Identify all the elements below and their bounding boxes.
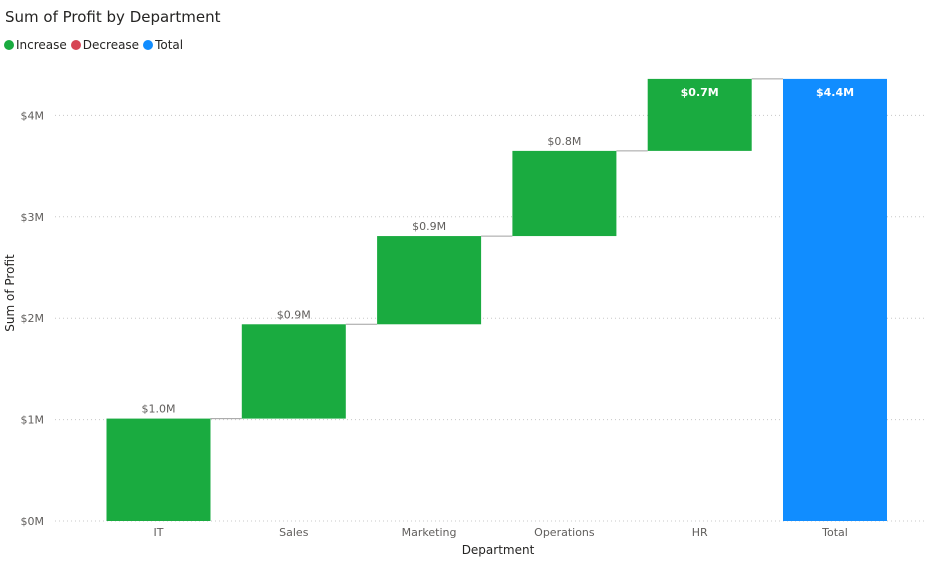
data-label-operations: $0.8M xyxy=(547,135,581,148)
y-axis-title: Sum of Profit xyxy=(3,254,17,332)
legend-marker-total xyxy=(143,40,154,50)
x-tick-label: HR xyxy=(692,526,708,539)
x-axis: IT Sales Marketing Operations HR Total xyxy=(154,526,848,539)
legend-item-total[interactable]: Total xyxy=(143,38,183,52)
bar-marketing[interactable] xyxy=(377,236,482,325)
x-tick-label: IT xyxy=(154,526,164,539)
y-axis: $0M $1M $2M $3M $4M xyxy=(21,109,45,528)
data-label-marketing: $0.9M xyxy=(412,220,446,233)
x-axis-title: Department xyxy=(462,543,535,557)
x-tick-label: Marketing xyxy=(402,526,457,539)
y-tick-label: $1M xyxy=(21,414,45,427)
x-tick-label: Operations xyxy=(534,526,595,539)
legend-label-increase: Increase xyxy=(16,38,67,52)
bar-operations[interactable] xyxy=(512,150,617,237)
legend: Increase Decrease Total xyxy=(4,38,187,52)
bar-it[interactable] xyxy=(106,418,211,521)
y-tick-label: $0M xyxy=(21,515,45,528)
data-labels: $1.0M $0.9M $0.9M $0.8M $0.7M $4.4M xyxy=(142,86,855,416)
bar-hr[interactable] xyxy=(647,78,752,151)
y-tick-label: $3M xyxy=(21,211,45,224)
bars xyxy=(106,78,887,522)
data-label-total: $4.4M xyxy=(816,86,854,99)
x-tick-label: Sales xyxy=(279,526,309,539)
x-tick-label: Total xyxy=(821,526,848,539)
data-label-hr: $0.7M xyxy=(681,86,719,99)
legend-label-total: Total xyxy=(155,38,184,52)
y-tick-label: $4M xyxy=(21,109,45,122)
legend-item-decrease[interactable]: Decrease xyxy=(70,38,140,52)
legend-label-decrease: Decrease xyxy=(82,38,140,52)
bar-sales[interactable] xyxy=(241,324,346,419)
legend-marker-increase xyxy=(4,40,14,50)
bar-total[interactable] xyxy=(783,78,887,522)
legend-marker-decrease xyxy=(70,40,81,50)
y-tick-label: $2M xyxy=(21,312,45,325)
legend-item-increase[interactable]: Increase xyxy=(4,38,67,52)
chart-title: Sum of Profit by Department xyxy=(5,8,221,26)
data-label-sales: $0.9M xyxy=(277,308,311,321)
data-label-it: $1.0M xyxy=(142,403,176,416)
connectors xyxy=(210,78,783,420)
